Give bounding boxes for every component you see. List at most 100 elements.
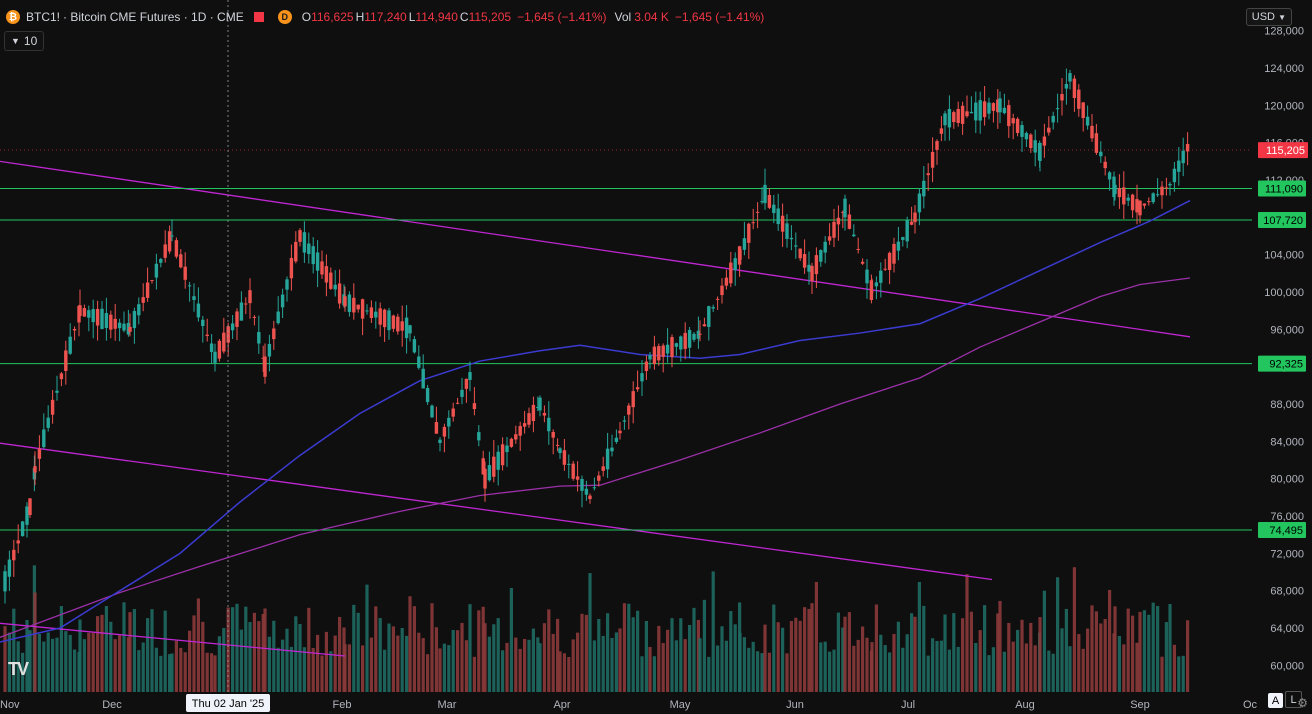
indicator-toggle[interactable]: ▼ 10 <box>4 31 45 51</box>
candle-body <box>20 521 25 537</box>
candle-body <box>1113 184 1117 194</box>
candle-body <box>1055 108 1060 110</box>
candle-body <box>580 478 584 491</box>
volume-bar <box>483 623 487 692</box>
volume-bar <box>109 621 113 692</box>
candle-body <box>87 310 91 318</box>
candle-body <box>1147 201 1151 203</box>
volume-bar <box>3 626 7 692</box>
volume-bar <box>538 643 542 692</box>
volume-bar <box>456 630 460 692</box>
candle-body <box>141 297 145 303</box>
volume-bar <box>798 620 802 692</box>
symbol-name[interactable]: BTC1! <box>26 10 61 24</box>
candle-body <box>567 463 571 465</box>
volume-bar <box>810 603 814 692</box>
volume-bar <box>807 608 811 692</box>
candle-body <box>500 444 505 466</box>
candle-body <box>960 105 965 124</box>
candle-body <box>1107 172 1112 180</box>
candle-body <box>451 408 455 417</box>
candle-body <box>442 426 447 437</box>
volume-bar <box>1033 645 1037 692</box>
candle-body <box>819 250 823 262</box>
volume-bar <box>622 603 626 692</box>
log-scale-button[interactable]: L <box>1285 691 1302 708</box>
crosshair-date-label: Thu 02 Jan '25 <box>192 698 264 710</box>
volume-bar <box>118 635 122 692</box>
volume-bar <box>1029 622 1033 692</box>
candle-body <box>412 339 417 353</box>
close-value: 115,205 <box>468 10 512 24</box>
auto-scale-button[interactable]: A <box>1268 693 1283 708</box>
volume-bar <box>33 592 37 692</box>
candle-body <box>25 506 29 525</box>
price-tick-label: 120,000 <box>1264 100 1304 112</box>
volume-bar <box>447 645 451 692</box>
volume-bar <box>1056 577 1060 692</box>
volume-bar <box>1002 651 1006 692</box>
candle-body <box>751 222 755 224</box>
volume-bar <box>913 616 917 692</box>
candle-body <box>1047 127 1051 133</box>
volume-bar <box>408 596 412 692</box>
volume-bar <box>1103 619 1107 692</box>
volume-bar <box>716 645 720 692</box>
candle-body <box>248 290 252 304</box>
candle-body <box>400 321 404 331</box>
volume-bar <box>679 618 683 692</box>
currency-selector[interactable]: USD ▼ <box>1245 8 1292 26</box>
candle-body <box>935 141 939 150</box>
candle-body <box>605 448 610 470</box>
volume-bar <box>170 653 174 692</box>
candle-body <box>913 212 917 223</box>
candle-body <box>767 194 772 208</box>
candle-body <box>947 108 952 128</box>
candle-body <box>343 296 347 307</box>
candle-body <box>789 237 794 240</box>
volume-bar <box>1172 644 1176 692</box>
volume-bar <box>1099 623 1103 692</box>
volume-bar <box>1016 629 1020 692</box>
volume-bar <box>720 626 724 692</box>
volume-bar <box>828 651 832 692</box>
volume-bar <box>1038 617 1042 692</box>
price-tick-label: 104,000 <box>1264 250 1304 262</box>
candle-body <box>42 429 46 448</box>
candle-body <box>382 309 387 328</box>
candle-body <box>417 356 421 368</box>
volume-bar <box>852 645 856 692</box>
volume-bar <box>1007 622 1011 692</box>
candle-body <box>333 284 337 290</box>
delayed-data-icon[interactable]: D <box>277 10 292 24</box>
volume-bar <box>298 624 302 692</box>
volume-bar <box>1072 567 1076 692</box>
gear-icon[interactable]: ⚙ <box>1297 696 1308 710</box>
volume-bar <box>320 655 324 692</box>
time-tick-label: Apr <box>553 699 570 711</box>
volume-bar <box>531 628 535 692</box>
volume-bar <box>640 656 644 692</box>
volume-bar <box>361 645 365 692</box>
flag-icon[interactable] <box>253 12 264 22</box>
volume-bar <box>965 574 969 692</box>
volume-bar <box>285 628 289 692</box>
candle-body <box>551 431 555 438</box>
volume-bar <box>374 606 378 692</box>
time-axis <box>0 692 1312 714</box>
candle-body <box>922 180 926 197</box>
volume-bar <box>879 634 883 692</box>
candle-body <box>614 437 619 442</box>
symbol-title: · Bitcoin CME Futures · 1D · CME <box>63 10 244 24</box>
candle-body <box>648 355 652 360</box>
candle-body <box>926 173 930 176</box>
volume-bar <box>226 607 230 692</box>
volume-bar <box>576 632 580 692</box>
volume-bar <box>501 650 505 692</box>
volume-bar <box>998 600 1002 692</box>
volume-bar <box>316 634 320 692</box>
candle-body <box>887 252 892 271</box>
volume-bar <box>683 639 687 692</box>
candle-body <box>810 265 814 281</box>
